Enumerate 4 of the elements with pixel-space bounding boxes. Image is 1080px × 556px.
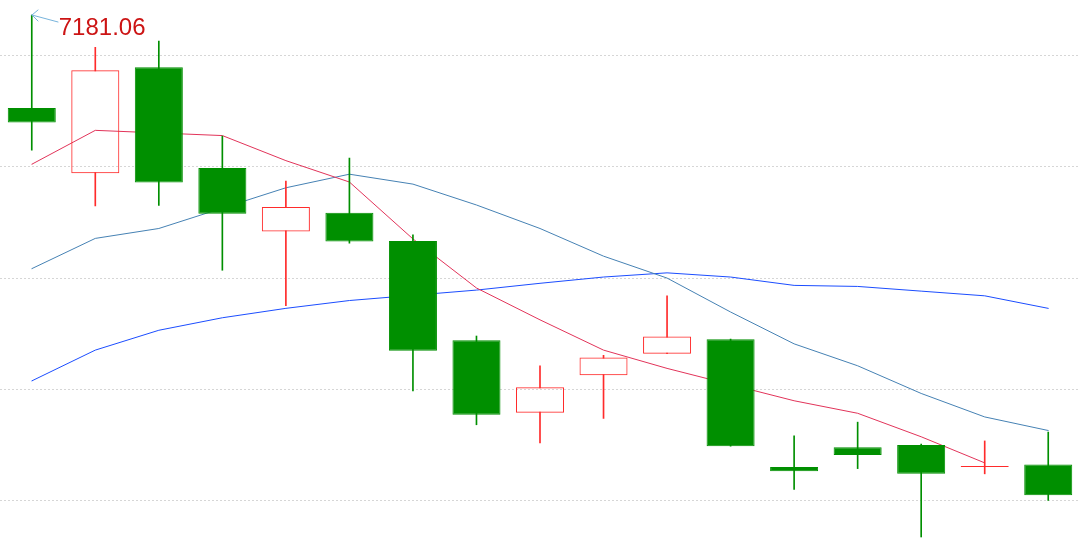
candlestick: [960, 440, 1009, 475]
candlestick: [770, 435, 819, 490]
annotation: 7181.06: [58, 12, 146, 40]
candlestick: [7, 14, 56, 151]
